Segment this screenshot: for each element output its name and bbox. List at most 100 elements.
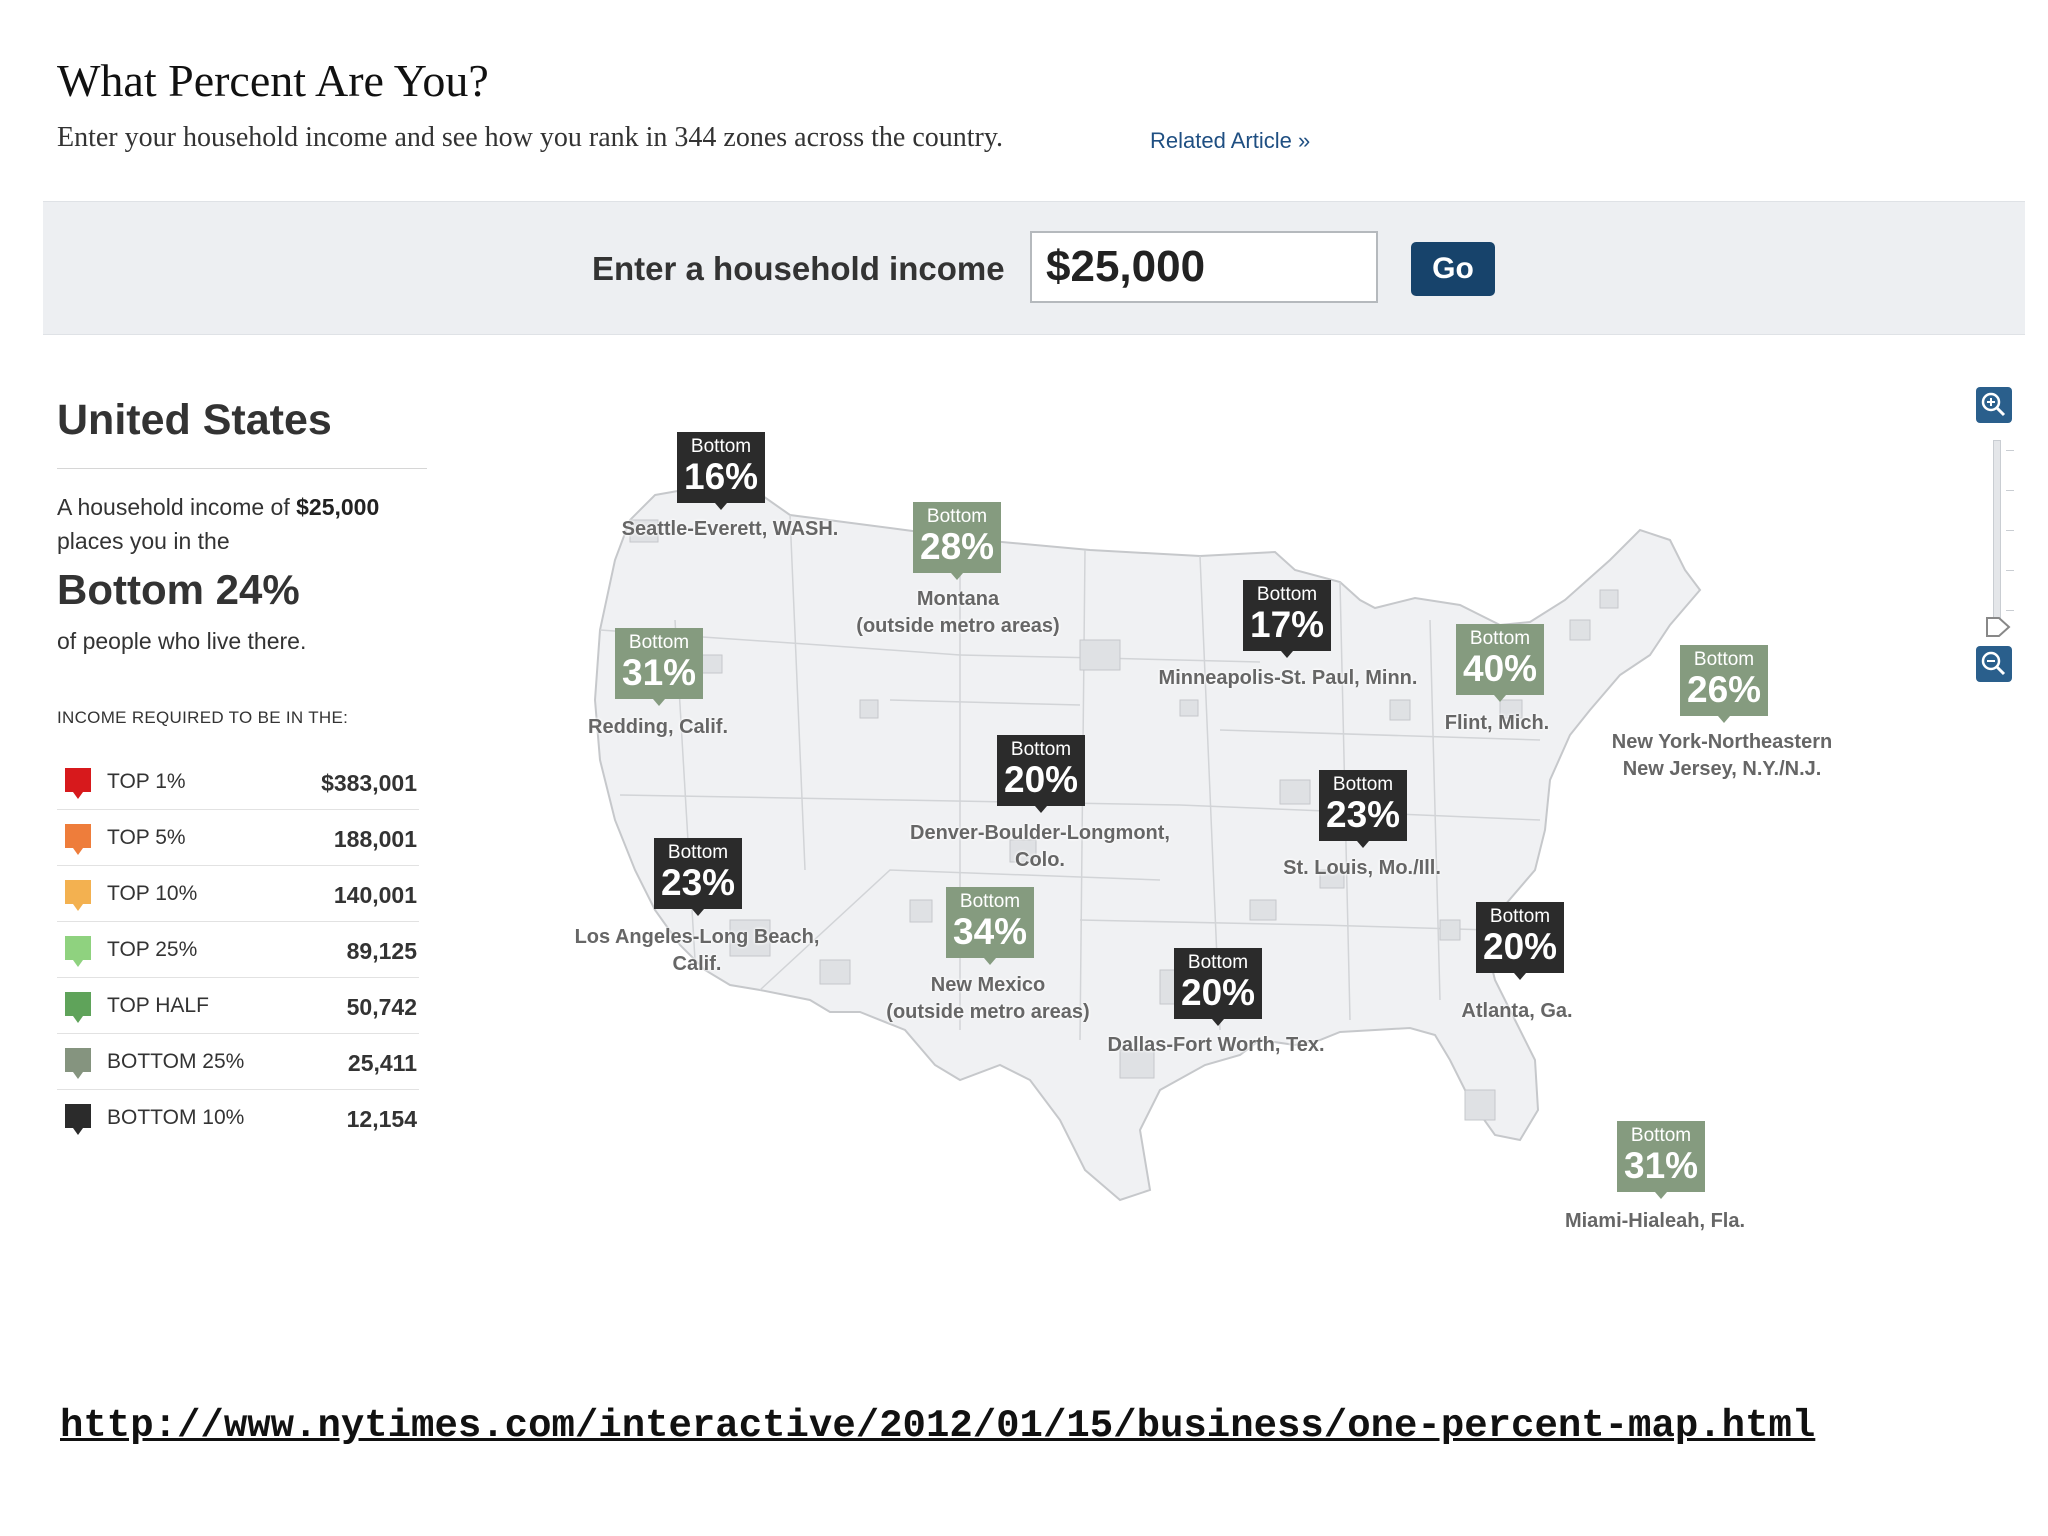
marker-rank-word: Bottom [1332, 774, 1394, 795]
marker-percent: 28% [920, 526, 995, 567]
legend-row: TOP 5% 188,001 [57, 810, 419, 866]
marker-badge[interactable]: Bottom 26% [1680, 645, 1769, 723]
marker-place-line: Redding, Calif. [588, 716, 728, 738]
map-marker[interactable]: Bottom 40% [1456, 624, 1545, 702]
marker-badge[interactable]: Bottom 23% [1319, 770, 1408, 848]
marker-place-line: Colo. [1015, 849, 1065, 871]
legend-swatch-icon [65, 1104, 91, 1135]
marker-badge[interactable]: Bottom 16% [677, 432, 766, 510]
zoom-out-button[interactable] [1976, 646, 2012, 682]
legend-value: 25,411 [347, 1050, 417, 1076]
zoom-out-icon [1981, 651, 2006, 676]
legend-value: 50,742 [346, 994, 417, 1020]
legend-row: TOP 25% 89,125 [57, 922, 419, 978]
marker-percent: 26% [1687, 669, 1762, 710]
legend-row: TOP 10% 140,001 [57, 866, 419, 922]
marker-place-label: St. Louis, Mo./Ill. [1283, 855, 1441, 882]
marker-percent: 23% [661, 862, 736, 903]
legend-label: TOP 10% [107, 882, 198, 905]
marker-place-line: Miami-Hialeah, Fla. [1564, 1210, 1746, 1232]
marker-badge[interactable]: Bottom 20% [1174, 948, 1263, 1026]
zoom-slider-track[interactable] [1993, 440, 2001, 632]
marker-rank-word: Bottom [1187, 952, 1249, 973]
marker-place-label: Seattle-Everett, WASH. [622, 516, 839, 543]
marker-place-line: Flint, Mich. [1444, 712, 1550, 734]
summary-amount: $25,000 [296, 494, 380, 520]
legend-swatch-icon [65, 880, 91, 911]
marker-rank-word: Bottom [690, 436, 752, 457]
marker-percent: 20% [1181, 972, 1256, 1013]
legend-value: 188,001 [333, 826, 417, 852]
marker-rank-word: Bottom [959, 891, 1021, 912]
legend-label: TOP HALF [107, 994, 209, 1017]
map-marker[interactable]: Bottom 26% [1680, 645, 1769, 723]
rank-result: Bottom 24% [57, 566, 300, 613]
marker-percent: 31% [1624, 1145, 1699, 1186]
legend-swatch-icon [65, 768, 91, 799]
summary-prefix: A household income of [57, 494, 290, 520]
marker-percent: 34% [953, 911, 1028, 952]
legend-label: TOP 25% [107, 938, 198, 961]
marker-place-line: New Jersey, N.Y./N.J. [1622, 758, 1822, 780]
zoom-tick [2006, 610, 2014, 611]
marker-place-line: St. Louis, Mo./Ill. [1283, 857, 1441, 879]
legend-swatch-icon [65, 824, 91, 855]
map-marker[interactable]: Bottom 20% [1174, 948, 1263, 1026]
legend-heading: INCOME REQUIRED TO BE IN THE: [57, 708, 349, 727]
region-title: United States [57, 396, 332, 444]
marker-badge[interactable]: Bottom 31% [615, 628, 704, 706]
related-article-link[interactable]: Related Article » [1150, 128, 1311, 153]
go-button[interactable]: Go [1411, 242, 1495, 296]
map-marker[interactable]: Bottom 23% [654, 838, 743, 916]
marker-badge[interactable]: Bottom 23% [654, 838, 743, 916]
marker-rank-word: Bottom [1010, 739, 1072, 760]
legend-swatch-icon [65, 1048, 91, 1079]
legend-row: TOP HALF 50,742 [57, 978, 419, 1034]
zoom-slider-handle[interactable] [1985, 616, 2011, 638]
summary-divider [57, 468, 427, 469]
marker-badge[interactable]: Bottom 17% [1243, 580, 1332, 658]
marker-badge[interactable]: Bottom 34% [946, 887, 1035, 965]
map-marker[interactable]: Bottom 20% [1476, 902, 1565, 980]
marker-badge[interactable]: Bottom 40% [1456, 624, 1545, 702]
income-legend: TOP 1% $383,001 TOP 5% 188,001 TOP 10% 140,00… [57, 754, 419, 1145]
marker-badge[interactable]: Bottom 28% [913, 502, 1002, 580]
map-marker[interactable]: Bottom 16% [677, 432, 766, 510]
marker-badge[interactable]: Bottom 31% [1617, 1121, 1706, 1199]
marker-place-line: Los Angeles-Long Beach, [574, 926, 820, 948]
marker-percent: 20% [1004, 759, 1079, 800]
marker-place-line: Montana [916, 588, 1000, 610]
marker-place-label: Montana (outside metro areas) [856, 586, 1059, 640]
legend-value: 12,154 [346, 1106, 417, 1132]
map-marker[interactable]: Bottom 34% [946, 887, 1035, 965]
marker-badge[interactable]: Bottom 20% [997, 735, 1086, 813]
marker-place-label: Atlanta, Ga. [1461, 998, 1572, 1025]
marker-rank-word: Bottom [628, 632, 690, 653]
legend-value: 89,125 [346, 938, 417, 964]
map-marker[interactable]: Bottom 31% [615, 628, 704, 706]
marker-percent: 23% [1326, 794, 1401, 835]
map-marker[interactable]: Bottom 23% [1319, 770, 1408, 848]
map-marker[interactable]: Bottom 28% [913, 502, 1002, 580]
marker-badge[interactable]: Bottom 20% [1476, 902, 1565, 980]
summary-suffix: places you in the [57, 528, 230, 554]
map-marker[interactable]: Bottom 31% [1617, 1121, 1706, 1199]
marker-place-label: Denver-Boulder-Longmont, Colo. [910, 820, 1170, 874]
marker-place-line: Seattle-Everett, WASH. [621, 518, 839, 540]
marker-place-line: Minneapolis-St. Paul, Minn. [1158, 667, 1418, 689]
legend-label: TOP 5% [107, 826, 186, 849]
map-marker[interactable]: Bottom 17% [1243, 580, 1332, 658]
map-marker[interactable]: Bottom 20% [997, 735, 1086, 813]
income-input[interactable] [1030, 231, 1378, 303]
source-url-link[interactable]: http://www.nytimes.com/interactive/2012/… [60, 1404, 1816, 1448]
legend-label: BOTTOM 25% [107, 1050, 245, 1073]
legend-label: BOTTOM 10% [107, 1106, 245, 1129]
marker-place-label: Los Angeles-Long Beach, Calif. [575, 924, 820, 978]
legend-value: 140,001 [333, 882, 417, 908]
page-title: What Percent Are You? [57, 55, 489, 106]
legend-row: BOTTOM 10% 12,154 [57, 1090, 419, 1145]
zoom-in-button[interactable] [1976, 387, 2012, 423]
legend-swatch-icon [65, 992, 91, 1023]
zoom-tick [2006, 490, 2014, 491]
marker-place-label: Miami-Hialeah, Fla. [1565, 1208, 1745, 1235]
